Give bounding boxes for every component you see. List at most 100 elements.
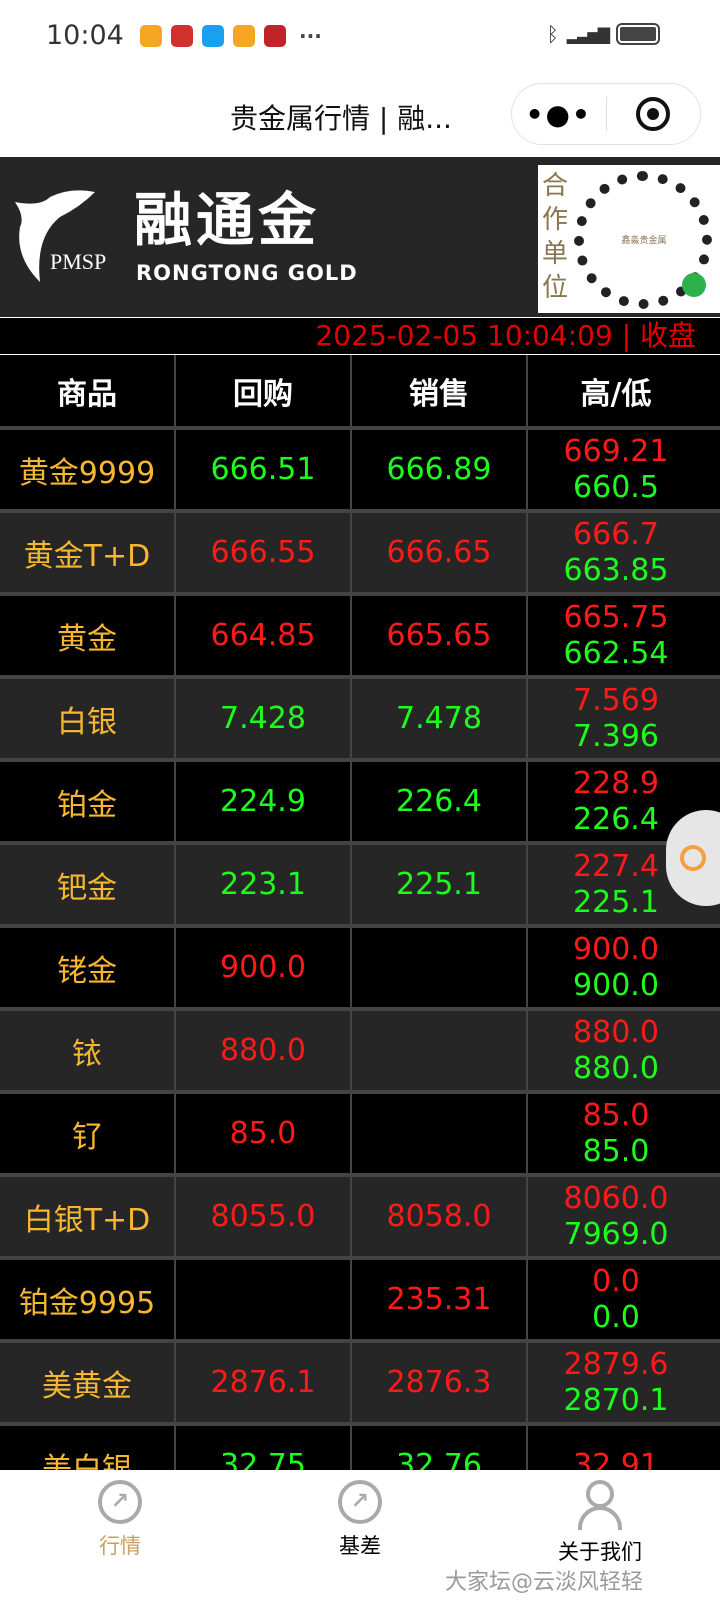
header-sell: 销售 xyxy=(352,355,528,426)
tab-about[interactable]: 关于我们 xyxy=(480,1470,720,1602)
tab-label: 关于我们 xyxy=(558,1540,642,1564)
high-low: 0.0 0.0 xyxy=(528,1260,704,1339)
sell-price: 7.478 xyxy=(352,679,528,758)
customer-service-button[interactable] xyxy=(666,810,720,906)
sell-price xyxy=(352,1011,528,1090)
tab-market[interactable]: ↗ 行情 xyxy=(0,1470,240,1602)
watermark: 大家坛@云淡风轻轻 xyxy=(445,1570,644,1595)
high-price: 665.75 xyxy=(563,599,669,635)
app-icon xyxy=(202,25,224,47)
signal-icon: ▂▃▅▇ xyxy=(566,24,610,44)
bluetooth-icon: ᛒ xyxy=(546,22,559,46)
table-row[interactable]: 黄金T+D 666.55 666.65 666.7 663.85 xyxy=(0,513,720,596)
high-price: 227.4 xyxy=(573,848,659,884)
person-icon xyxy=(578,1480,622,1530)
buyback-price: 2876.1 xyxy=(176,1343,352,1422)
product-name: 铑金 xyxy=(0,928,176,1007)
product-name: 黄金 xyxy=(0,596,176,675)
trend-icon: ↗ xyxy=(98,1480,142,1524)
low-price: 660.5 xyxy=(573,469,659,505)
high-low: 227.4 225.1 xyxy=(528,845,704,924)
clock: 10:04 xyxy=(46,20,124,51)
product-name: 铂金9995 xyxy=(0,1260,176,1339)
table-row[interactable]: 黄金 664.85 665.65 665.75 662.54 xyxy=(0,596,720,679)
brand-name-en: RONGTONG GOLD xyxy=(136,261,358,285)
sell-price: 666.65 xyxy=(352,513,528,592)
table-row[interactable]: 钯金 223.1 225.1 227.4 225.1 xyxy=(0,845,720,928)
capsule-menu: •●• xyxy=(511,83,701,145)
price-table: 商品 回购 销售 高/低 黄金9999 666.51 666.89 669.21… xyxy=(0,355,720,1470)
high-low: 8060.0 7969.0 xyxy=(528,1177,704,1256)
close-button[interactable] xyxy=(607,97,701,131)
buyback-price: 666.55 xyxy=(176,513,352,592)
logo-text: PMSP xyxy=(50,249,107,274)
product-name: 白银T+D xyxy=(0,1177,176,1256)
product-name: 黄金T+D xyxy=(0,513,176,592)
product-name: 铱 xyxy=(0,1011,176,1090)
low-price: 7.396 xyxy=(573,718,659,754)
page-title: 贵金属行情 | 融... xyxy=(230,102,452,135)
more-notifications-icon: ··· xyxy=(299,24,322,48)
low-price: 880.0 xyxy=(573,1050,659,1086)
high-price: 228.9 xyxy=(573,765,659,801)
battery-icon xyxy=(616,23,660,45)
table-row[interactable]: 铑金 900.0 900.0 900.0 xyxy=(0,928,720,1011)
high-price: 669.21 xyxy=(563,433,669,469)
product-name: 白银 xyxy=(0,679,176,758)
product-name: 铂金 xyxy=(0,762,176,841)
low-price: 226.4 xyxy=(573,801,659,837)
high-price: 0.0 xyxy=(592,1263,640,1299)
notification-icons: ··· xyxy=(140,24,322,48)
tab-basis[interactable]: ↗ 基差 xyxy=(240,1470,480,1602)
high-price: 2879.6 xyxy=(563,1346,669,1382)
app-icon xyxy=(171,25,193,47)
high-low: 32.91 xyxy=(528,1426,704,1471)
table-row[interactable]: 美黄金 2876.1 2876.3 2879.6 2870.1 xyxy=(0,1343,720,1426)
product-name: 钯金 xyxy=(0,845,176,924)
table-row[interactable]: 美白银 32.75 32.76 32.91 xyxy=(0,1426,720,1470)
buyback-price: 224.9 xyxy=(176,762,352,841)
update-timestamp: 2025-02-05 10:04:09 | 收盘 xyxy=(0,318,720,354)
table-row[interactable]: 黄金9999 666.51 666.89 669.21 660.5 xyxy=(0,430,720,513)
buyback-price: 8055.0 xyxy=(176,1177,352,1256)
table-row[interactable]: 白银T+D 8055.0 8058.0 8060.0 7969.0 xyxy=(0,1177,720,1260)
high-low: 880.0 880.0 xyxy=(528,1011,704,1090)
sell-price: 8058.0 xyxy=(352,1177,528,1256)
sell-price: 225.1 xyxy=(352,845,528,924)
partner-qr[interactable]: 合作单位 鑫淼贵金属 xyxy=(538,165,720,313)
low-price: 85.0 xyxy=(582,1133,650,1169)
high-price: 32.91 xyxy=(573,1447,659,1471)
headset-icon xyxy=(680,845,706,871)
high-price: 8060.0 xyxy=(563,1180,669,1216)
table-row[interactable]: 铂金9995 235.31 0.0 0.0 xyxy=(0,1260,720,1343)
product-name: 美白银 xyxy=(0,1426,176,1470)
buyback-price xyxy=(176,1260,352,1339)
table-header: 商品 回购 销售 高/低 xyxy=(0,355,720,430)
qr-code: 鑫淼贵金属 xyxy=(574,171,712,309)
high-price: 7.569 xyxy=(573,682,659,718)
tab-bar: ↗ 行情 ↗ 基差 关于我们 xyxy=(0,1470,720,1602)
buyback-price: 900.0 xyxy=(176,928,352,1007)
low-price: 7969.0 xyxy=(563,1216,669,1252)
low-price: 225.1 xyxy=(573,884,659,920)
high-low: 669.21 660.5 xyxy=(528,430,704,509)
product-name: 黄金9999 xyxy=(0,430,176,509)
high-low: 228.9 226.4 xyxy=(528,762,704,841)
table-row[interactable]: 铂金 224.9 226.4 228.9 226.4 xyxy=(0,762,720,845)
table-row[interactable]: 白银 7.428 7.478 7.569 7.396 xyxy=(0,679,720,762)
sell-price: 666.89 xyxy=(352,430,528,509)
low-price: 2870.1 xyxy=(563,1382,669,1418)
status-bar: 10:04 ··· ᛒ ▂▃▅▇ xyxy=(0,0,720,75)
buyback-price: 880.0 xyxy=(176,1011,352,1090)
low-price: 663.85 xyxy=(563,552,669,588)
low-price: 0.0 xyxy=(592,1299,640,1335)
buyback-price: 85.0 xyxy=(176,1094,352,1173)
header-product: 商品 xyxy=(0,355,176,426)
high-low: 2879.6 2870.1 xyxy=(528,1343,704,1422)
table-row[interactable]: 钌 85.0 85.0 85.0 xyxy=(0,1094,720,1177)
table-row[interactable]: 铱 880.0 880.0 880.0 xyxy=(0,1011,720,1094)
low-price: 900.0 xyxy=(573,967,659,1003)
high-low: 7.569 7.396 xyxy=(528,679,704,758)
more-button[interactable]: •●• xyxy=(525,97,592,131)
partner-label: 合作单位 xyxy=(542,171,569,303)
